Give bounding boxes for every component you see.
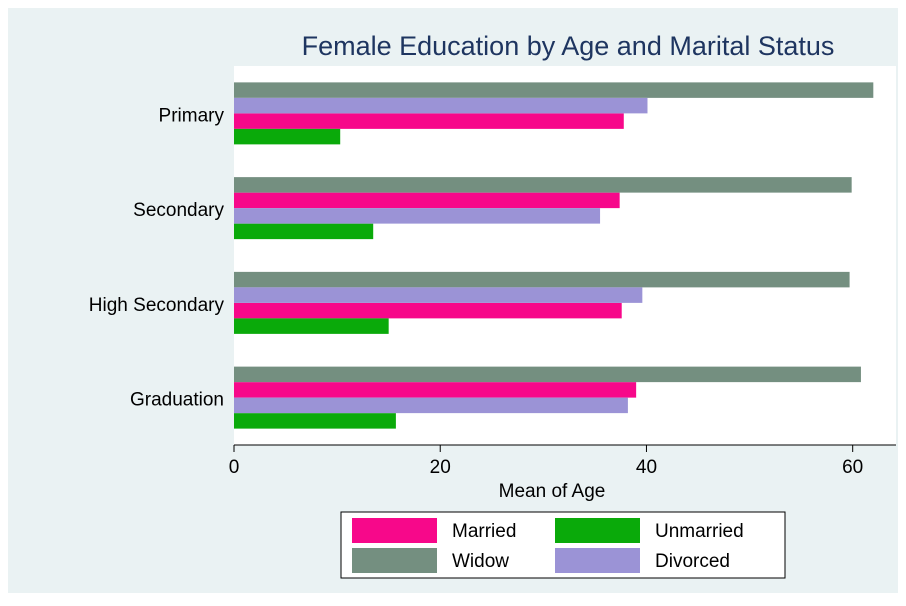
bar (234, 208, 601, 224)
x-axis-title: Mean of Age (499, 481, 606, 502)
bar (234, 128, 341, 145)
bar (234, 97, 648, 114)
chart-title: Female Education by Age and Marital Stat… (302, 31, 835, 61)
y-tick-label: Secondary (133, 200, 224, 221)
x-tick-label: 60 (842, 457, 863, 478)
x-tick-label: 40 (636, 457, 657, 478)
bar (234, 287, 643, 303)
y-tick-label: Graduation (130, 390, 224, 411)
bar (234, 318, 389, 334)
bar (234, 397, 628, 414)
legend-label: Widow (452, 551, 509, 572)
bar (234, 366, 861, 383)
bar (234, 113, 624, 129)
legend-swatch (555, 548, 640, 573)
legend-label: Married (452, 521, 516, 542)
x-tick-label: 0 (229, 457, 240, 478)
bar (234, 82, 874, 98)
bar (234, 302, 622, 319)
legend-label: Unmarried (655, 521, 744, 542)
bar (234, 223, 374, 240)
bar (234, 413, 396, 429)
y-tick-label: Primary (159, 105, 225, 126)
legend-swatch (352, 518, 437, 543)
bar (234, 177, 852, 193)
bar (234, 192, 620, 209)
x-tick-label: 20 (430, 457, 451, 478)
legend-swatch (352, 548, 437, 573)
y-tick-label: High Secondary (89, 295, 225, 316)
bar (234, 271, 850, 288)
legend-swatch (555, 518, 640, 543)
legend-label: Divorced (655, 551, 730, 572)
bar (234, 382, 637, 398)
